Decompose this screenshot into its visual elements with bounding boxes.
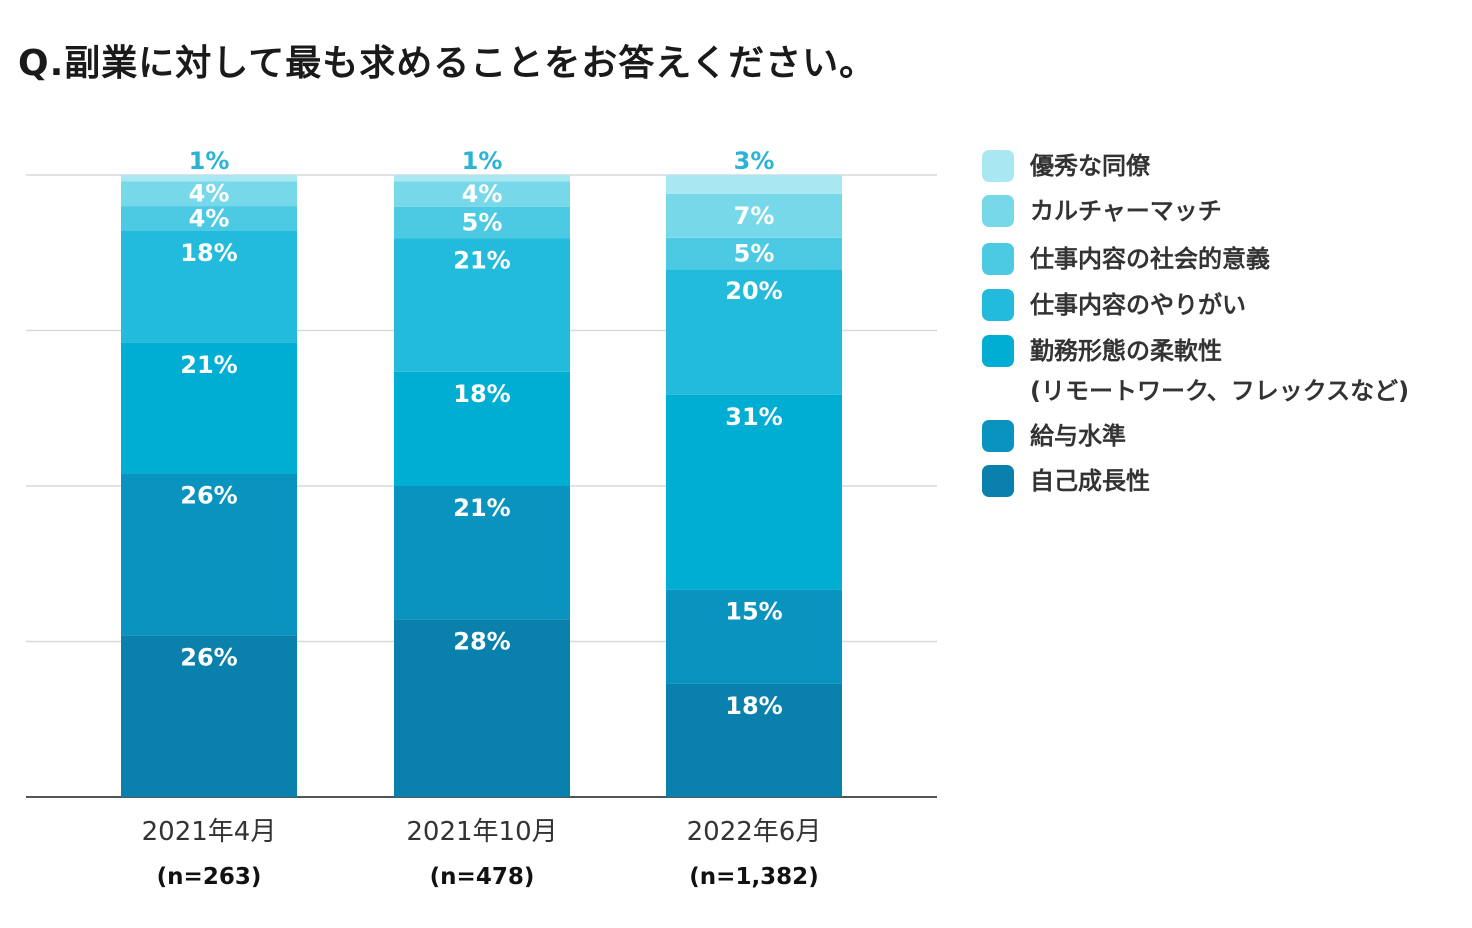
x-tick-label: 2021年10月: [406, 817, 557, 847]
bar-value-label: 4%: [462, 180, 503, 208]
legend-item-self-growth: 自己成長性: [982, 465, 1150, 501]
legend-swatch: [982, 335, 1014, 367]
bar-segment: [666, 394, 842, 590]
bar-segment: [394, 619, 570, 797]
bar-value-label: 4%: [189, 180, 230, 208]
legend-label: 勤務形態の柔軟性 (リモートワーク、フレックスなど): [1030, 331, 1409, 411]
bar-value-label: 26%: [180, 643, 237, 671]
bar-value-label: 18%: [180, 239, 237, 267]
bar-segment: [394, 371, 570, 486]
bar-segment: [666, 175, 842, 194]
bar-segment: [121, 175, 297, 182]
bar-segment: [394, 206, 570, 239]
legend-swatch: [982, 289, 1014, 321]
bar-segment: [121, 230, 297, 343]
bar-segment: [666, 269, 842, 395]
legend-swatch: [982, 243, 1014, 275]
bar-value-label: 5%: [734, 240, 775, 268]
bar-segment: [666, 589, 842, 684]
chart-title: Q.副業に対して最も求めることをお答えください。: [18, 43, 877, 84]
bar-segment: [121, 342, 297, 474]
bar-value-label: 15%: [725, 598, 782, 626]
bar-value-label: 21%: [453, 246, 510, 274]
bar-segment: [121, 473, 297, 636]
bar-segment: [394, 175, 570, 182]
bar-segment: [121, 181, 297, 207]
legend-swatch: [982, 195, 1014, 227]
bar-value-label-top: 1%: [189, 147, 230, 175]
legend-item-social-significance: 仕事内容の社会的意義: [982, 243, 1270, 279]
legend-swatch: [982, 150, 1014, 182]
legend-label: 仕事内容のやりがい: [1030, 291, 1246, 319]
bar-value-label: 21%: [180, 351, 237, 379]
legend-item-salary-level: 給与水準: [982, 420, 1126, 456]
legend-label: 優秀な同僚: [1030, 152, 1150, 180]
x-tick-label: 2021年4月: [142, 817, 277, 847]
bar-value-label: 21%: [453, 494, 510, 522]
bar-segment: [121, 635, 297, 797]
legend-label-line1: 勤務形態の柔軟性: [1030, 337, 1222, 365]
bar-value-label: 7%: [734, 202, 775, 230]
legend-item-culture-match: カルチャーマッチ: [982, 195, 1222, 231]
legend-label: 給与水準: [1030, 422, 1126, 450]
legend-label-line2: (リモートワーク、フレックスなど): [1030, 377, 1410, 405]
legend-item-flexible-work: 勤務形態の柔軟性 (リモートワーク、フレックスなど): [982, 335, 1409, 411]
bar-segment: [666, 237, 842, 270]
bar-value-label: 4%: [189, 205, 230, 233]
legend-label: 自己成長性: [1030, 467, 1150, 495]
bar-segment: [394, 181, 570, 207]
bar-segment: [666, 683, 842, 797]
legend-item-excellent-colleagues: 優秀な同僚: [982, 150, 1150, 186]
x-tick-label: 2022年6月: [687, 817, 822, 847]
legend-item-rewarding-work: 仕事内容のやりがい: [982, 289, 1246, 325]
sample-size-label: (n=478): [430, 864, 535, 890]
sample-size-label: (n=1,382): [689, 864, 818, 890]
bar-value-label: 18%: [725, 692, 782, 720]
bar-value-label: 20%: [725, 277, 782, 305]
bar-value-label-top: 1%: [462, 147, 503, 175]
bar-value-label: 28%: [453, 627, 510, 655]
bar-segment: [666, 193, 842, 238]
bar-value-label: 18%: [453, 380, 510, 408]
legend-swatch: [982, 420, 1014, 452]
legend-label: 仕事内容の社会的意義: [1030, 245, 1270, 273]
bar-segment: [394, 238, 570, 372]
bar-segment: [121, 206, 297, 231]
bar-segment: [394, 486, 570, 620]
sample-size-label: (n=263): [157, 864, 262, 890]
legend-swatch: [982, 465, 1014, 497]
legend-label: カルチャーマッチ: [1030, 197, 1222, 225]
bar-value-label: 26%: [180, 482, 237, 510]
bar-value-label: 5%: [462, 209, 503, 237]
bar-value-label-top: 3%: [734, 147, 775, 175]
bar-value-label: 31%: [725, 403, 782, 431]
